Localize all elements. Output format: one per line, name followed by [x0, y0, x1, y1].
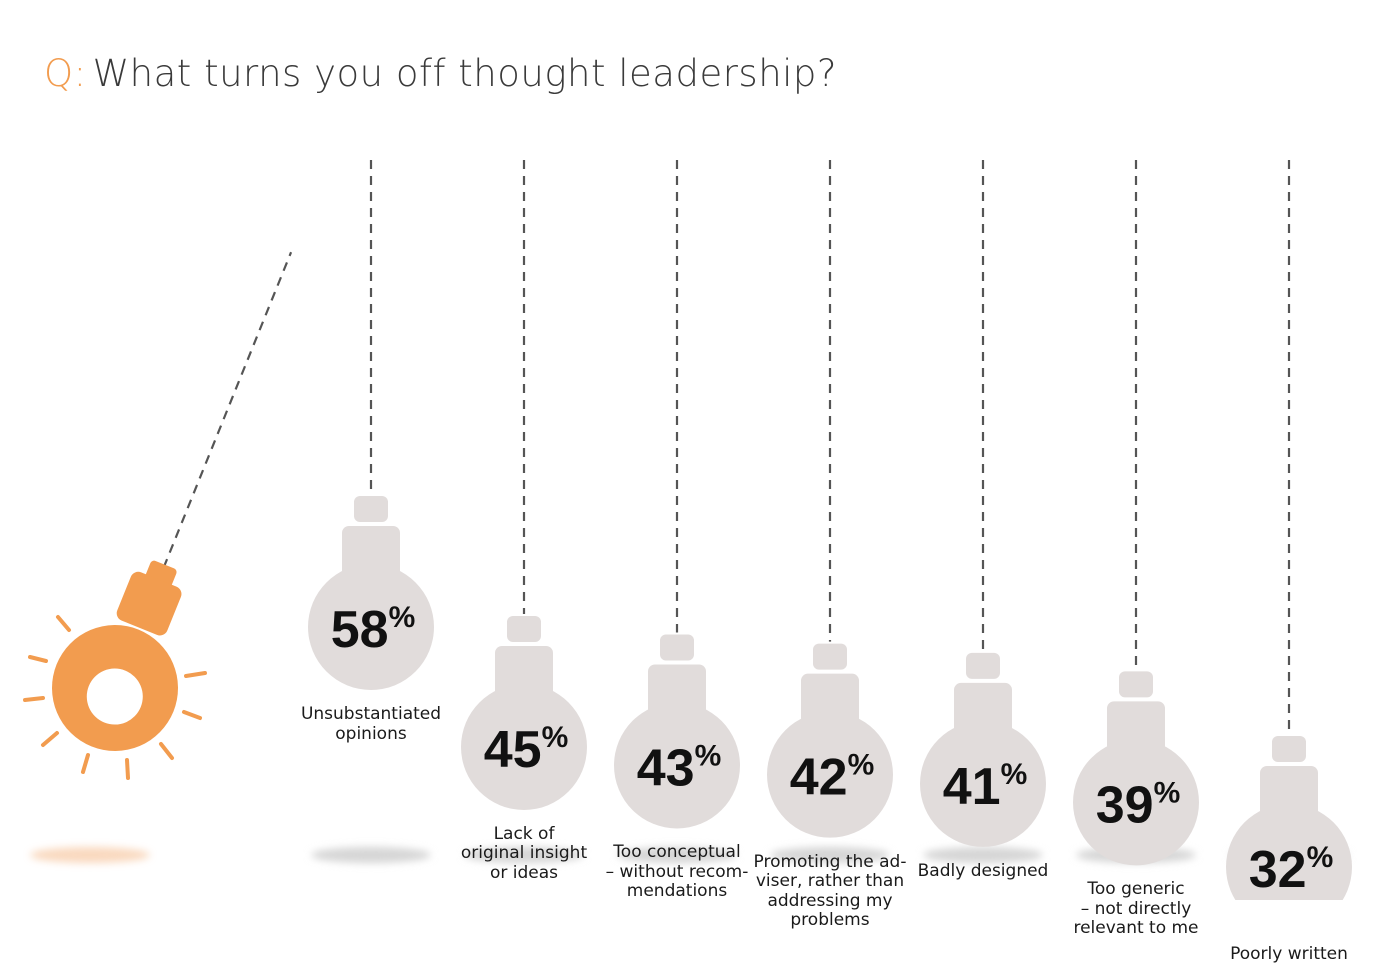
- title-colon: :: [73, 52, 87, 95]
- bulb-cap: [354, 496, 388, 522]
- bulb-3: 43%: [614, 160, 740, 863]
- category-label: Unsubstantiated opinions: [300, 704, 442, 744]
- value-label: 32%: [1249, 841, 1334, 899]
- value-label: 58%: [331, 601, 416, 659]
- orange-bulb-shadow: [30, 847, 150, 863]
- light-ray: [28, 655, 48, 663]
- light-ray: [159, 742, 174, 760]
- bulb-cap: [1119, 671, 1153, 698]
- bulb-globe: [1226, 803, 1352, 900]
- bulb-cap: [507, 615, 541, 642]
- title-text: What turns you off thought leadership?: [92, 52, 838, 95]
- bulb-globe: [767, 711, 893, 838]
- bulb-shadow: [770, 847, 890, 863]
- category-label: Too generic – not directly relevant to me: [1073, 879, 1199, 939]
- bulb-5: 41%: [920, 160, 1046, 863]
- bulb-cap: [660, 634, 694, 661]
- bulb-4: 42%: [767, 160, 893, 863]
- light-ray: [23, 696, 45, 702]
- value-label: 42%: [790, 749, 875, 807]
- value-label: 39%: [1096, 776, 1181, 834]
- value-label: 43%: [637, 739, 722, 797]
- value-label: 41%: [943, 758, 1028, 816]
- category-label: Promoting the ad-viser, rather than addre…: [753, 851, 907, 931]
- chart-title: Q: What turns you off thought leadership?: [44, 52, 837, 95]
- light-ray: [41, 731, 59, 747]
- bulb-shadow: [617, 847, 737, 863]
- bulb-shadow: [923, 847, 1043, 863]
- light-ray: [125, 758, 130, 780]
- bulb-globe: [1073, 739, 1199, 866]
- bulb-globe: [308, 564, 434, 690]
- bulb-2: 45%: [461, 160, 587, 863]
- bulb-7: 32%: [1226, 160, 1352, 900]
- light-ray: [81, 753, 90, 774]
- bulb-1: 58%: [308, 160, 434, 863]
- bulb-6: 39%: [1073, 160, 1199, 866]
- bulb-shadow: [464, 847, 584, 863]
- bulb-cap: [1272, 735, 1306, 762]
- bulb-globe: [614, 702, 740, 829]
- category-label: Poorly written: [1230, 943, 1348, 964]
- bulb-shadow: [311, 847, 431, 863]
- light-ray: [184, 671, 207, 678]
- lightbulb-chart: 58% 45% 43% 42% 41% 39% 32%: [23, 160, 1352, 900]
- title-prefix: Q: [44, 52, 74, 95]
- bulb-globe: [920, 720, 1046, 847]
- value-label: 45%: [484, 721, 569, 779]
- bulb-globe: [461, 683, 587, 810]
- category-label: Lack of original insight or ideas: [460, 823, 588, 883]
- light-ray: [56, 615, 71, 632]
- category-label: Too conceptual – without recom-mendations: [605, 842, 749, 902]
- bulb-cap: [813, 643, 847, 670]
- category-label: Badly designed: [917, 860, 1049, 881]
- light-ray: [182, 710, 202, 720]
- bulb-cap: [966, 652, 1000, 679]
- swinging-bulb-icon: [51, 251, 293, 751]
